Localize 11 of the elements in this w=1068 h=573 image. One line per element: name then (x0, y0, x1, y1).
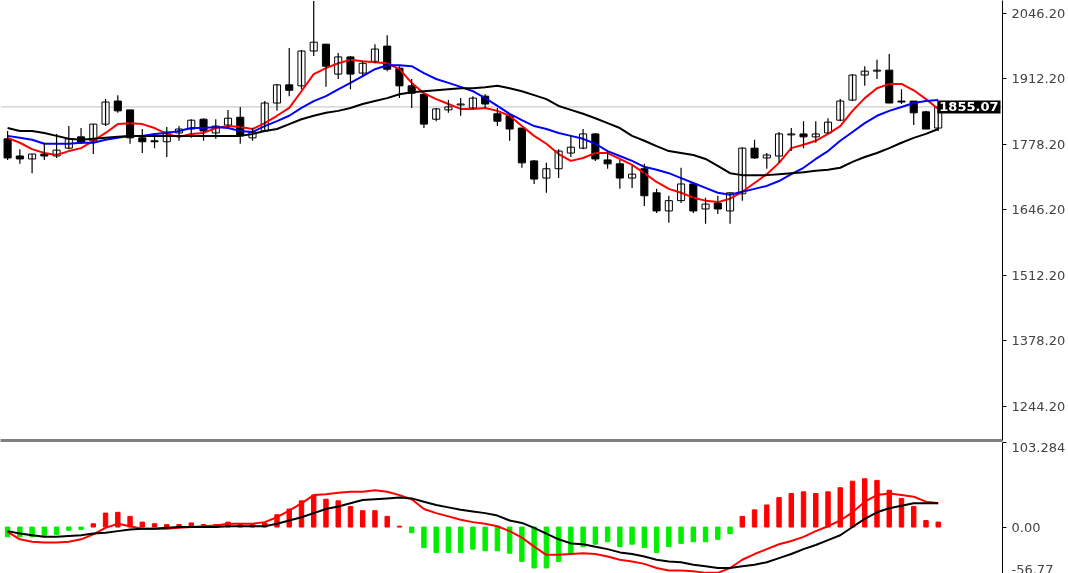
y-tick-label: 1912.20 (1011, 71, 1066, 87)
y-tick-label: 1778.20 (1011, 137, 1066, 153)
ref-line-label: 1855.07 (939, 99, 999, 115)
y-tick-label: 0.00 (1011, 519, 1041, 535)
y-tick-label: -56.77 (1011, 561, 1054, 573)
y-tick-label: 2046.20 (1011, 5, 1066, 21)
y-tick-label: 103.284 (1011, 439, 1066, 455)
y-tick-label: 1244.20 (1011, 399, 1066, 415)
y-tick-label: 1512.20 (1011, 267, 1066, 283)
y-tick-label: 1378.20 (1011, 333, 1066, 349)
y-tick-label: 1646.20 (1011, 201, 1066, 217)
